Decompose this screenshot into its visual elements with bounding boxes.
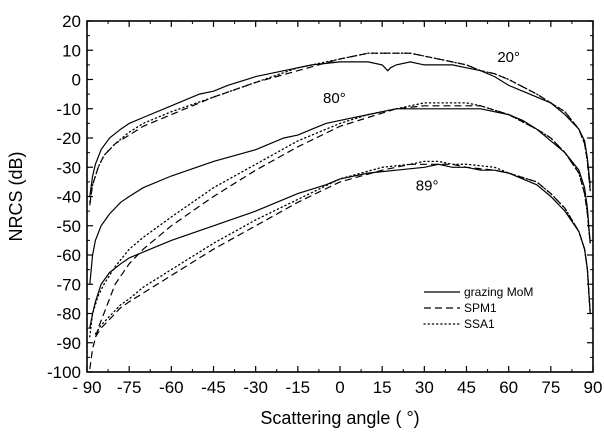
x-axis-title: Scattering angle ( °) xyxy=(260,408,419,428)
series-spm1-89 xyxy=(94,163,591,338)
series-ssa1-80 xyxy=(89,102,591,338)
x-tick-label: 60 xyxy=(499,378,518,397)
y-tick-label: -60 xyxy=(56,246,81,265)
series-grazing-mom-80 xyxy=(89,108,591,285)
x-tick-label: 45 xyxy=(457,378,476,397)
series-ssa1-20 xyxy=(89,52,591,203)
y-tick-label: 10 xyxy=(62,41,81,60)
x-tick-label: -15 xyxy=(286,378,311,397)
legend: grazing MoM SPM1 SSA1 xyxy=(423,285,533,331)
y-tick-label: -40 xyxy=(56,188,81,207)
plot-frame xyxy=(86,20,594,373)
y-axis-title: NRCS (dB) xyxy=(6,151,26,241)
series-grazing-mom-89 xyxy=(89,163,591,329)
y-tick-label: 20 xyxy=(62,12,81,31)
legend-label-grazing-mom: grazing MoM xyxy=(464,285,533,299)
x-tick-label: -45 xyxy=(201,378,226,397)
y-tick-label: -100 xyxy=(47,363,81,382)
x-tick-label: -60 xyxy=(159,378,184,397)
y-tick-label: -70 xyxy=(56,275,81,294)
x-tick-label: 90 xyxy=(584,378,603,397)
series-ssa1-89 xyxy=(94,160,591,335)
y-tick-label: -20 xyxy=(56,129,81,148)
legend-label-spm1: SPM1 xyxy=(464,301,497,315)
x-tick-label: -30 xyxy=(243,378,268,397)
curve-annotations: 20° 80° 89° xyxy=(323,49,520,195)
axis-ticks: - 90 -75 -60 -45 -30 -15 0 15 30 45 60 75 90 20 10 0 -10… xyxy=(47,12,602,397)
legend-label-ssa1: SSA1 xyxy=(464,317,495,331)
x-tick-label: 0 xyxy=(335,378,344,397)
y-tick-label: -50 xyxy=(56,217,81,236)
y-tick-label: -90 xyxy=(56,334,81,353)
series-grazing-mom-20 xyxy=(89,61,591,197)
y-tick-label: -30 xyxy=(56,158,81,177)
annotation-80: 80° xyxy=(323,90,346,107)
y-tick-label: -10 xyxy=(56,100,81,119)
x-tick-label: - 90 xyxy=(72,378,101,397)
x-tick-label: 15 xyxy=(373,378,392,397)
y-tick-label: -80 xyxy=(56,305,81,324)
x-tick-label: -75 xyxy=(117,378,142,397)
y-tick-label: 0 xyxy=(72,71,81,90)
annotation-89: 89° xyxy=(416,178,439,195)
x-tick-label: 75 xyxy=(541,378,560,397)
series-spm1-80 xyxy=(89,105,591,370)
annotation-20: 20° xyxy=(497,49,520,66)
x-tick-label: 30 xyxy=(415,378,434,397)
plot-lines xyxy=(89,52,591,370)
